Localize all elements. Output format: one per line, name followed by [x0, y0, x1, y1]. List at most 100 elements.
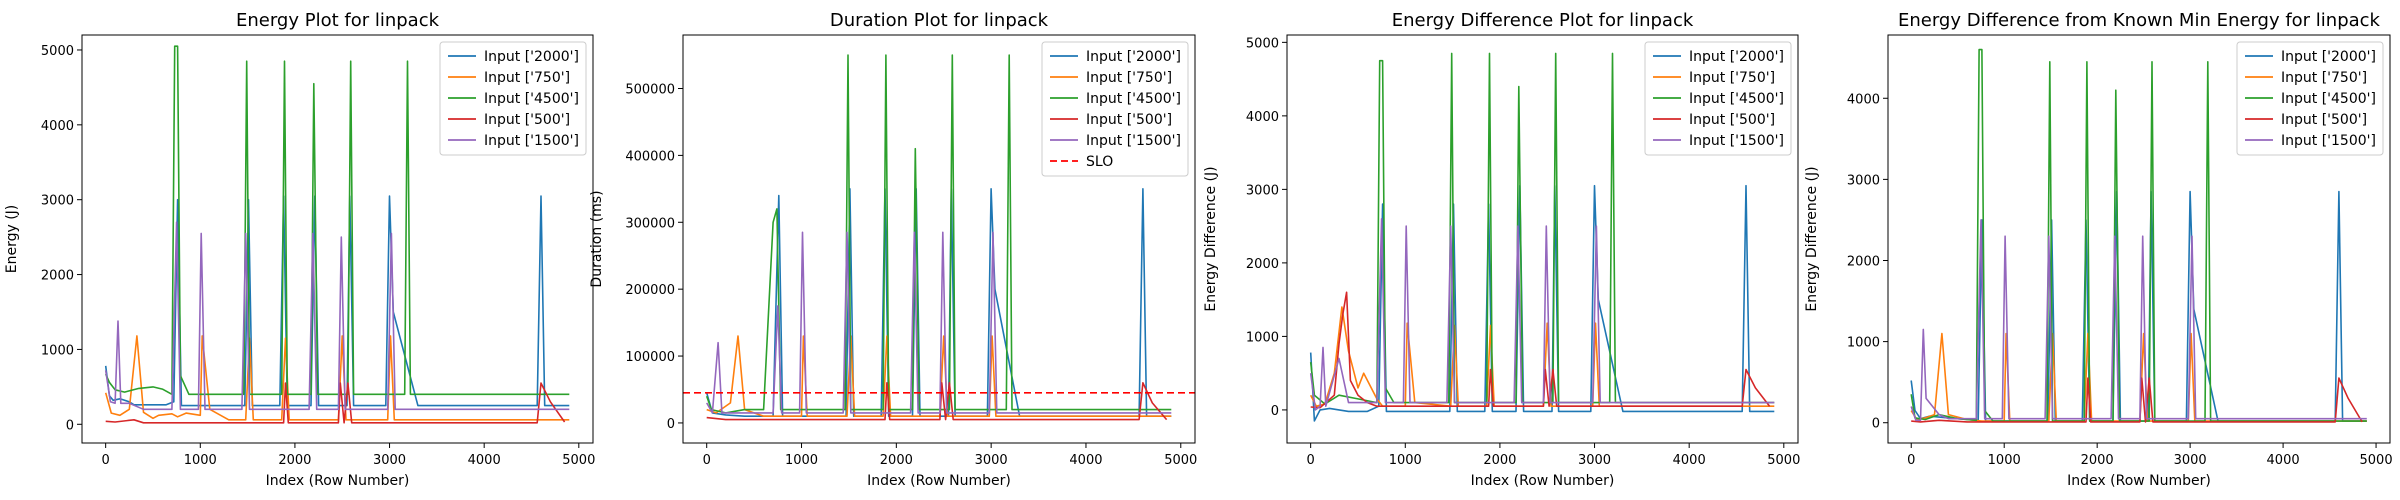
x-axis-label: Index (Row Number)	[1471, 473, 1615, 489]
series-line-1500	[1910, 219, 2367, 422]
series-lines	[1910, 48, 2367, 423]
y-tick-label: 1000	[1847, 336, 1880, 351]
x-tick-label: 0	[1307, 453, 1315, 468]
x-tick-label: 0	[1907, 453, 1915, 468]
legend-label: Input ['4500']	[484, 91, 579, 107]
y-tick-label: 0	[66, 418, 74, 433]
x-tick-label: 2000	[278, 453, 311, 468]
legend: Input ['2000'] Input ['750'] Input ['4500'…	[1644, 41, 1792, 156]
x-tick-label: 4000	[1069, 453, 1102, 468]
chart-panel-3: 0 1000 2000 3000 4000 5000 0 1000 2000 3000 4000 50…	[1203, 10, 1800, 489]
chart-title: Energy Plot for linpack	[236, 10, 440, 31]
y-tick-label: 5000	[1246, 36, 1279, 51]
legend-label: Input ['500']	[1689, 112, 1775, 128]
x-tick-label: 4000	[468, 453, 501, 468]
legend-label: Input ['500']	[1086, 112, 1172, 128]
y-tick-label: 4000	[1847, 92, 1880, 107]
chart-panel-1: 0 1000 2000 3000 4000 5000 0 1000 2000 3000 4000 50…	[4, 10, 595, 489]
legend-label: Input ['2000']	[1689, 49, 1784, 65]
x-tick-label: 5000	[1767, 453, 1800, 468]
series-line-750	[104, 335, 570, 421]
series-line-4500	[104, 45, 570, 396]
legend-box	[2236, 41, 2384, 156]
y-axis-label: Energy (J)	[4, 205, 20, 274]
series-line-500	[105, 382, 566, 424]
y-tick-label: 2000	[1246, 257, 1279, 272]
x-tick-label: 2000	[2081, 453, 2114, 468]
x-tick-label: 3000	[2174, 453, 2207, 468]
series-line-500	[1310, 291, 1771, 409]
legend: Input ['2000'] Input ['750'] Input ['4500'…	[1041, 41, 1189, 177]
series-line-2000	[1309, 184, 1775, 422]
y-tick-label: 4000	[1246, 110, 1279, 125]
x-tick-label: 1000	[184, 453, 217, 468]
axes-frame	[1887, 34, 2391, 444]
legend-label: Input ['1500']	[2281, 133, 2376, 149]
chart-panel-2: 0 1000 2000 3000 4000 5000 0 100000 200000 300000…	[589, 10, 1197, 489]
series-lines	[683, 54, 1195, 421]
x-tick-label: 1000	[1389, 453, 1422, 468]
series-lines	[1309, 52, 1775, 422]
x-tick-label: 5000	[2360, 453, 2393, 468]
y-tick-label: 200000	[625, 283, 675, 298]
legend-label: Input ['1500']	[1086, 133, 1181, 149]
y-axis-label: Energy Difference (J)	[1203, 166, 1219, 311]
chart-panel-4: 0 1000 2000 3000 4000 5000 0 1000 2000 3000 4000 En…	[1804, 10, 2393, 489]
y-tick-label: 500000	[625, 83, 675, 98]
chart-title: Energy Difference Plot for linpack	[1392, 10, 1694, 31]
legend-label: Input ['2000']	[484, 49, 579, 65]
axes-frame	[81, 34, 594, 444]
legend-label: Input ['500']	[484, 112, 570, 128]
legend-box	[1041, 41, 1189, 177]
legend-label: Input ['2000']	[2281, 49, 2376, 65]
y-axis-label: Duration (ms)	[589, 190, 605, 287]
legend-label: Input ['1500']	[1689, 133, 1784, 149]
x-tick-label: 5000	[1164, 453, 1197, 468]
x-tick-label: 3000	[373, 453, 406, 468]
x-tick-label: 1000	[1988, 453, 2021, 468]
legend: Input ['2000'] Input ['750'] Input ['4500'…	[2236, 41, 2384, 156]
y-tick-label: 1000	[1246, 330, 1279, 345]
series-lines	[104, 45, 570, 424]
legend-label: Input ['750']	[1086, 70, 1172, 86]
legend-label: Input ['1500']	[484, 133, 579, 149]
chart-title: Energy Difference from Known Min Energy …	[1898, 10, 2381, 31]
legend: Input ['2000'] Input ['750'] Input ['4500'…	[439, 41, 587, 156]
y-tick-label: 400000	[625, 149, 675, 164]
legend-label: Input ['500']	[2281, 112, 2367, 128]
y-tick-label: 100000	[625, 350, 675, 365]
series-line-1500	[1309, 218, 1775, 411]
x-tick-label: 0	[102, 453, 110, 468]
x-axis-label: Index (Row Number)	[266, 473, 410, 489]
series-line-750	[706, 335, 1172, 417]
y-tick-label: 0	[1872, 417, 1880, 432]
legend-label: Input ['4500']	[1689, 91, 1784, 107]
y-tick-label: 5000	[41, 44, 74, 59]
legend-label: Input ['2000']	[1086, 49, 1181, 65]
series-line-1500	[706, 231, 1172, 414]
y-axis-label: Energy Difference (J)	[1804, 166, 1820, 311]
y-tick-label: 0	[1271, 404, 1279, 419]
axes-frame	[1286, 34, 1799, 444]
y-tick-label: 3000	[1246, 183, 1279, 198]
legend-label: SLO	[1086, 154, 1113, 170]
axes-frame	[682, 34, 1196, 444]
chart-title: Duration Plot for linpack	[830, 10, 1049, 31]
x-axis-label: Index (Row Number)	[867, 473, 1011, 489]
y-tick-label: 300000	[625, 216, 675, 231]
legend-label: Input ['750']	[484, 70, 570, 86]
x-tick-label: 2000	[880, 453, 913, 468]
legend-label: Input ['4500']	[1086, 91, 1181, 107]
series-line-4500	[705, 54, 1172, 414]
x-tick-label: 0	[703, 453, 711, 468]
legend-label: Input ['4500']	[2281, 91, 2376, 107]
legend-box	[1644, 41, 1792, 156]
y-tick-label: 1000	[41, 343, 74, 358]
series-line-500	[706, 382, 1168, 421]
x-tick-label: 4000	[1673, 453, 1706, 468]
y-tick-label: 0	[667, 417, 675, 432]
x-tick-label: 1000	[785, 453, 818, 468]
x-tick-label: 4000	[2267, 453, 2300, 468]
legend-box	[439, 41, 587, 156]
